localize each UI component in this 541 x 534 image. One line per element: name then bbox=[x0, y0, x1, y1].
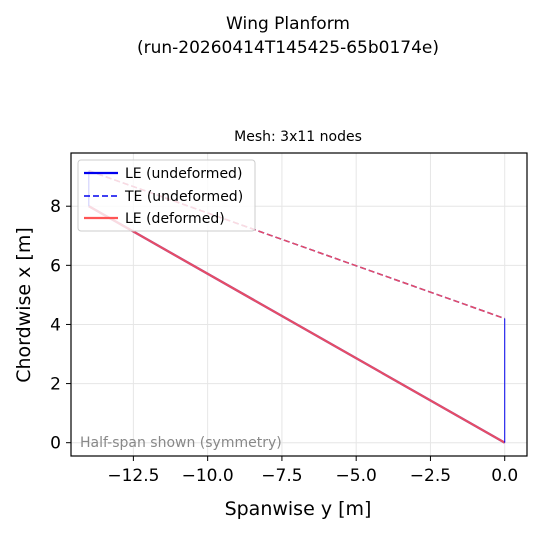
legend-label-te-undeformed: TE (undeformed) bbox=[124, 189, 243, 205]
y-tick-label: 2 bbox=[50, 375, 61, 395]
x-tick-label: −5.0 bbox=[336, 466, 377, 486]
symmetry-annotation: Half-span shown (symmetry) bbox=[80, 435, 282, 451]
x-tick-label: −12.5 bbox=[107, 466, 159, 486]
x-axis-label: Spanwise y [m] bbox=[225, 498, 372, 520]
x-tick-label: 0.0 bbox=[491, 466, 518, 486]
figure-title: Wing Planform bbox=[226, 14, 350, 34]
y-tick-label: 4 bbox=[50, 315, 61, 335]
y-tick-label: 0 bbox=[50, 434, 61, 454]
legend: LE (undeformed) TE (undeformed) LE (defo… bbox=[77, 159, 256, 232]
legend-label-le-deformed: LE (deformed) bbox=[125, 211, 225, 227]
series-line-2 bbox=[88, 205, 506, 444]
legend-box bbox=[77, 159, 256, 232]
y-tick-label: 6 bbox=[50, 256, 61, 276]
x-axis-ticks: −12.5 −10.0 −7.5 −5.0 −2.5 0.0 bbox=[107, 456, 518, 486]
legend-label-le-undeformed: LE (undeformed) bbox=[125, 166, 242, 182]
x-tick-label: −2.5 bbox=[410, 466, 451, 486]
x-tick-label: −10.0 bbox=[182, 466, 234, 486]
figure-subtitle: (run-20260414T145425-65b0174e) bbox=[137, 38, 439, 58]
y-tick-label: 8 bbox=[50, 197, 61, 217]
x-tick-label: −7.5 bbox=[261, 466, 302, 486]
y-axis-ticks: 0 2 4 6 8 bbox=[50, 197, 71, 454]
plot-title: Mesh: 3x11 nodes bbox=[234, 129, 362, 145]
y-axis-label: Chordwise x [m] bbox=[13, 227, 35, 383]
plot-area-frame bbox=[70, 152, 528, 457]
